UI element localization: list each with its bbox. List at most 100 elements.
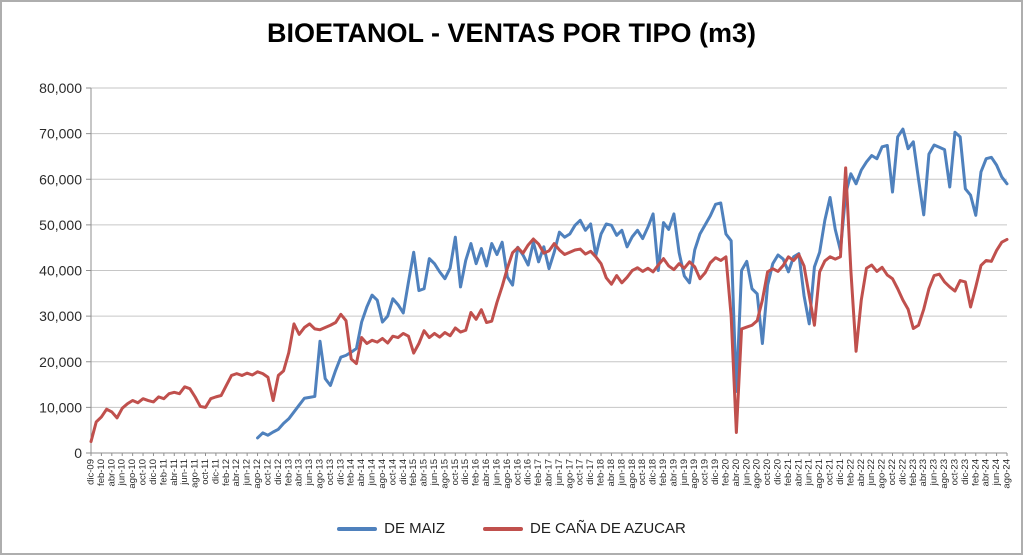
y-tick-label: 10,000: [39, 399, 82, 415]
x-tick-label: jun-15: [429, 459, 440, 486]
x-tick-label: oct-17: [575, 459, 586, 485]
y-tick-label: 60,000: [39, 171, 82, 187]
x-tick-label: dic-12: [273, 459, 284, 485]
x-tick-label: feb-13: [283, 459, 294, 486]
y-tick-label: 50,000: [39, 217, 82, 233]
x-tick-label: oct-12: [262, 459, 273, 485]
x-tick-label: abr-17: [544, 459, 555, 486]
x-tick-label: ago-14: [377, 459, 388, 489]
x-tick-label: jun-16: [491, 459, 502, 486]
x-tick-label: dic-21: [835, 459, 846, 485]
series-line-de-cana-de-azucar[interactable]: [89, 166, 1009, 444]
x-tick-label: abr-16: [481, 459, 492, 486]
x-tick-label: ago-18: [627, 459, 638, 489]
x-tick-label: abr-20: [731, 459, 742, 486]
x-tick-label: abr-14: [356, 459, 367, 486]
x-tick-label: abr-15: [419, 459, 430, 486]
x-tick-label: feb-16: [471, 459, 482, 486]
x-tick-label: feb-23: [908, 459, 919, 486]
x-tick-label: feb-19: [658, 459, 669, 486]
x-tick-label: oct-14: [387, 459, 398, 485]
x-tick-label: abr-12: [231, 459, 242, 486]
series-line-de-maiz[interactable]: [256, 127, 1009, 440]
x-tick-label: ago-19: [689, 459, 700, 489]
x-tick-label: oct-10: [138, 459, 149, 485]
x-tick-label: oct-19: [700, 459, 711, 485]
x-tick-label: jun-12: [242, 459, 253, 486]
x-tick-label: jun-17: [554, 459, 565, 486]
x-tick-label: oct-16: [512, 459, 523, 485]
x-tick-label: oct-23: [949, 459, 960, 485]
x-tick-label: oct-21: [825, 459, 836, 485]
x-tick-label: dic-14: [398, 459, 409, 485]
y-tick-label: 70,000: [39, 126, 82, 142]
x-tick-label: ago-23: [939, 459, 950, 489]
x-tick-label: dic-20: [773, 459, 784, 485]
y-tick-label: 40,000: [39, 263, 82, 279]
x-tick-label: feb-17: [533, 459, 544, 486]
legend-item-de-maiz[interactable]: DE MAIZ: [337, 520, 445, 537]
x-tick-label: dic-23: [960, 459, 971, 485]
x-tick-label: feb-12: [221, 459, 232, 486]
x-tick-label: abr-21: [793, 459, 804, 486]
x-tick-label: ago-20: [752, 459, 763, 489]
x-tick-label: ago-22: [877, 459, 888, 489]
x-tick-label: dic-16: [523, 459, 534, 485]
x-tick-label: jun-21: [804, 459, 815, 486]
chart-title[interactable]: BIOETANOL - VENTAS POR TIPO (m3): [266, 18, 757, 48]
x-tick-label: feb-24: [970, 459, 981, 486]
x-tick-label: abr-11: [169, 459, 180, 486]
x-tick-label: ago-10: [127, 459, 138, 489]
x-tick-label: oct-15: [450, 459, 461, 485]
x-tick-label: jun-14: [367, 459, 378, 486]
x-tick-label: ago-13: [315, 459, 326, 489]
x-tick-label: oct-20: [762, 459, 773, 485]
y-tick-label: 20,000: [39, 354, 82, 370]
y-tick-label: 0: [74, 445, 82, 461]
x-tick-label: ago-21: [814, 459, 825, 489]
legend-line-icon-de-maiz: [337, 526, 378, 531]
x-tick-label: ago-15: [439, 459, 450, 489]
x-tick-label: jun-18: [616, 459, 627, 486]
x-tick-label: abr-24: [981, 459, 992, 486]
x-tick-label: feb-21: [783, 459, 794, 486]
x-tick-label: abr-10: [106, 459, 117, 486]
x-tick-label: jun-23: [929, 459, 940, 486]
y-tick-label: 30,000: [39, 308, 82, 324]
x-tick-label: dic-09: [86, 459, 97, 485]
x-tick-label: oct-22: [887, 459, 898, 485]
legend-label-de-maiz: DE MAIZ: [384, 520, 445, 537]
x-tick-label: jun-13: [304, 459, 315, 486]
x-tick-label: ago-16: [502, 459, 513, 489]
x-tick-label: feb-14: [346, 459, 357, 486]
x-tick-label: feb-11: [158, 459, 169, 485]
x-tick-label: dic-13: [335, 459, 346, 485]
x-tick-label: oct-11: [200, 459, 211, 485]
x-tick-label: feb-10: [96, 459, 107, 486]
x-tick-label: feb-15: [408, 459, 419, 486]
x-tick-label: dic-15: [460, 459, 471, 485]
x-tick-label: abr-22: [856, 459, 867, 486]
x-tick-label: jun-20: [741, 459, 752, 486]
legend: DE MAIZ DE CAÑA DE AZUCAR: [2, 520, 1021, 537]
x-tick-label: feb-20: [720, 459, 731, 486]
x-tick-label: feb-18: [596, 459, 607, 486]
x-tick-label: ago-12: [252, 459, 263, 489]
x-tick-label: dic-17: [585, 459, 596, 485]
legend-line-icon-de-cana: [482, 526, 523, 531]
x-tick-label: dic-22: [897, 459, 908, 485]
x-tick-label: oct-18: [637, 459, 648, 485]
x-tick-label: jun-10: [117, 459, 128, 486]
x-tick-label: dic-11: [210, 459, 221, 484]
y-tick-label: 80,000: [39, 80, 82, 96]
x-tick-label: jun-19: [679, 459, 690, 486]
legend-item-de-cana[interactable]: DE CAÑA DE AZUCAR: [482, 520, 686, 537]
x-tick-label: feb-22: [845, 459, 856, 486]
x-tick-label: ago-17: [564, 459, 575, 489]
x-tick-label: oct-13: [325, 459, 336, 485]
x-tick-label: dic-10: [148, 459, 159, 485]
x-tick-label: jun-11: [179, 459, 190, 486]
x-tick-label: jun-24: [991, 459, 1002, 486]
